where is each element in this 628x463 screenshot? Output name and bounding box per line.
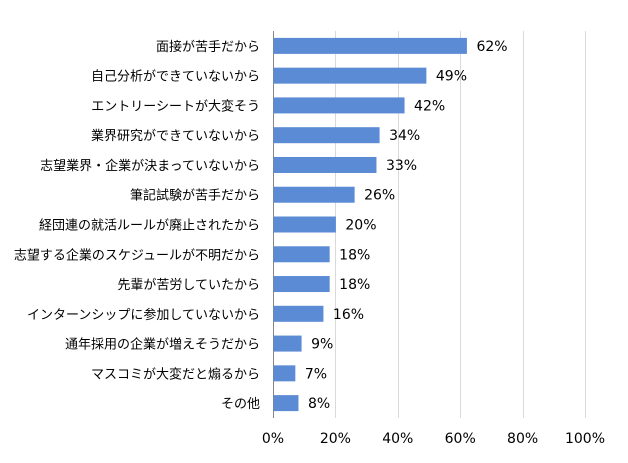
data-label-11: 7% [305, 366, 327, 382]
category-label-6: 経団連の就活ルールが廃止されたから [39, 218, 260, 234]
gridlines [273, 31, 586, 418]
category-label-9: インターンシップに参加していないから [27, 307, 260, 323]
category-label-5: 筆記試験が苦手だから [130, 188, 260, 204]
category-label-7: 志望する企業のスケジュールが不明だから [14, 247, 260, 263]
bar-11 [273, 365, 296, 382]
x-tick-label-40: 40% [382, 431, 413, 447]
category-label-3: 業界研究ができていないから [91, 128, 260, 144]
data-label-4: 33% [386, 158, 417, 174]
category-label-0: 面接が苦手だから [156, 39, 260, 55]
x-tick-label-60: 60% [445, 431, 476, 447]
bar-2 [273, 97, 405, 114]
x-tick-label-100: 100% [565, 431, 605, 447]
category-label-2: エントリーシートが大変そう [91, 98, 260, 114]
bars [273, 37, 467, 412]
category-label-10: 通年採用の企業が増えそうだから [65, 337, 260, 353]
data-label-6: 20% [345, 218, 376, 234]
bar-6 [273, 216, 336, 233]
data-labels: 62% 49% 42% 34% 33% 26% 20% 18% 18% 16%9% 7% 8% [305, 39, 508, 412]
category-label-8: 先輩が苦労していたから [117, 277, 260, 293]
x-tick-label-0: 0% [262, 431, 284, 447]
bar-3 [273, 127, 380, 144]
category-label-11: マスコミが大変だと煽るから [91, 366, 260, 382]
data-label-12: 8% [308, 396, 330, 412]
bar-0 [273, 37, 467, 54]
data-label-9: 16% [333, 307, 364, 323]
bar-4 [273, 156, 377, 173]
category-labels: 面接が苦手だから自己分析ができていないからエントリーシートが大変そう業界研究がで… [14, 39, 260, 412]
category-label-12: その他 [221, 397, 260, 412]
data-label-1: 49% [436, 69, 467, 85]
data-label-7: 18% [339, 247, 370, 263]
data-label-5: 26% [364, 188, 395, 204]
x-axis-tick-labels: 0% 20% 40% 60% 80% 100% [262, 431, 605, 447]
data-label-8: 18% [339, 277, 370, 293]
x-tick-label-80: 80% [507, 431, 538, 447]
category-label-1: 自己分析ができていないから [91, 70, 260, 85]
x-tick-label-20: 20% [320, 431, 351, 447]
data-label-3: 34% [389, 128, 420, 144]
data-label-10: 9% [311, 337, 333, 353]
category-label-4: 志望業界・企業が決まっていないから [40, 158, 260, 174]
bar-1 [273, 67, 427, 84]
bar-10 [273, 335, 302, 352]
bar-7 [273, 246, 330, 263]
bar-8 [273, 276, 330, 293]
data-label-0: 62% [476, 39, 507, 55]
bar-9 [273, 305, 324, 322]
data-label-2: 42% [414, 98, 445, 114]
bar-5 [273, 186, 355, 203]
bar-12 [273, 395, 299, 412]
